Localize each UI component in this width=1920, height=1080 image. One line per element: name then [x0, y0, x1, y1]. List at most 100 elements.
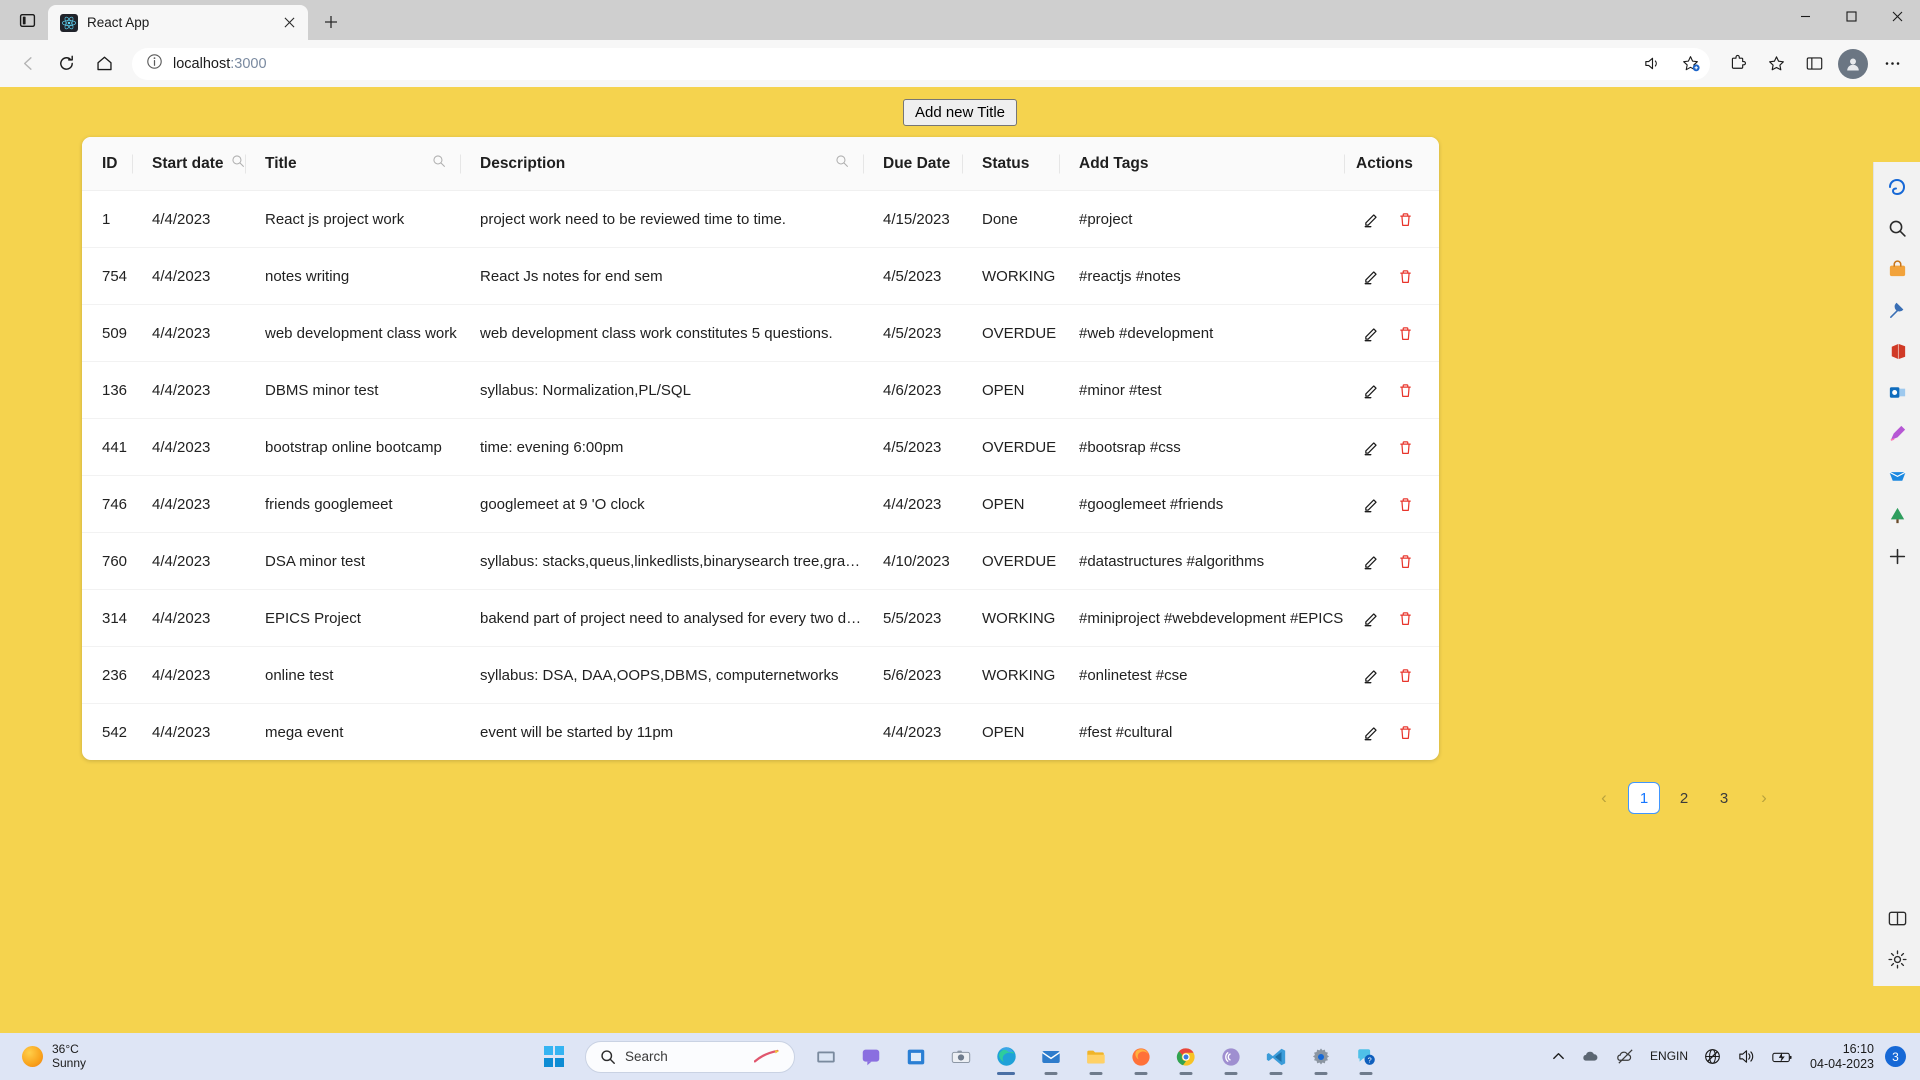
edge-button[interactable]	[986, 1037, 1026, 1077]
teams-button[interactable]	[851, 1037, 891, 1077]
windows-logo-icon	[543, 1046, 565, 1067]
clock[interactable]: 16:10 04-04-2023	[1802, 1042, 1882, 1072]
header-label: Status	[982, 154, 1030, 172]
profile-avatar[interactable]	[1838, 48, 1868, 79]
weather-widget[interactable]: 36°C Sunny	[8, 1041, 96, 1071]
designer-icon[interactable]	[1878, 414, 1916, 452]
taskview-button[interactable]	[806, 1037, 846, 1077]
prev-page-button[interactable]: ‹	[1601, 788, 1607, 807]
taskbar-search[interactable]: Search	[585, 1040, 795, 1073]
close-tab-icon[interactable]	[278, 12, 300, 34]
tab-actions-icon[interactable]	[6, 3, 48, 37]
edit-icon[interactable]	[1362, 495, 1380, 513]
extensions-icon[interactable]	[1720, 47, 1756, 81]
edit-icon[interactable]	[1362, 552, 1380, 570]
language-indicator[interactable]: ENG IN	[1644, 1038, 1694, 1076]
page-number-1[interactable]: 1	[1628, 782, 1660, 814]
camera-button[interactable]	[941, 1037, 981, 1077]
reload-icon[interactable]	[48, 47, 84, 81]
weather-temperature: 36°C	[52, 1041, 79, 1056]
add-sidebar-icon[interactable]	[1878, 537, 1916, 575]
volume-icon[interactable]	[1731, 1038, 1762, 1076]
delete-icon[interactable]	[1396, 666, 1414, 684]
store-button[interactable]	[896, 1037, 936, 1077]
read-aloud-icon[interactable]	[1638, 50, 1666, 78]
sidebar-settings-icon[interactable]	[1878, 940, 1916, 978]
add-new-title-button[interactable]: Add new Title	[902, 99, 1018, 126]
delete-icon[interactable]	[1396, 267, 1414, 285]
page-number-3[interactable]: 3	[1719, 789, 1729, 807]
mail-button[interactable]	[1031, 1037, 1071, 1077]
collections-icon[interactable]	[1758, 47, 1794, 81]
back-icon[interactable]	[10, 47, 46, 81]
office-icon[interactable]	[1878, 332, 1916, 370]
delete-icon[interactable]	[1396, 324, 1414, 342]
search-icon[interactable]	[231, 154, 245, 173]
search-icon[interactable]	[432, 154, 446, 173]
home-icon[interactable]	[86, 47, 122, 81]
row-start-date: 4/4/2023	[152, 723, 211, 741]
row-status: WORKING	[962, 646, 1059, 704]
row-id: 542	[102, 723, 128, 741]
show-hidden-icons-button[interactable]	[1545, 1038, 1572, 1076]
browser-essentials-icon[interactable]	[1796, 47, 1832, 81]
vscode-button[interactable]	[1256, 1037, 1296, 1077]
bittorrent-button[interactable]	[1211, 1037, 1251, 1077]
next-page-button[interactable]: ›	[1761, 788, 1767, 807]
row-title: notes writing	[245, 247, 460, 305]
edit-icon[interactable]	[1362, 381, 1380, 399]
search-placeholder: Search	[625, 1049, 668, 1064]
outlook-icon[interactable]	[1878, 373, 1916, 411]
minimize-button[interactable]	[1782, 0, 1828, 33]
row-description: React Js notes for end sem	[460, 247, 863, 305]
split-screen-icon[interactable]	[1878, 899, 1916, 937]
delete-icon[interactable]	[1396, 552, 1414, 570]
edit-icon[interactable]	[1362, 723, 1380, 741]
search-sidebar-icon[interactable]	[1878, 209, 1916, 247]
delete-icon[interactable]	[1396, 723, 1414, 741]
tools-icon[interactable]	[1878, 291, 1916, 329]
browser-tab[interactable]: React App	[48, 5, 308, 40]
close-window-button[interactable]	[1874, 0, 1920, 33]
games-icon[interactable]	[1878, 455, 1916, 493]
delete-icon[interactable]	[1396, 609, 1414, 627]
onedrive-icon[interactable]	[1575, 1038, 1607, 1076]
delete-icon[interactable]	[1396, 210, 1414, 228]
start-button[interactable]	[534, 1037, 574, 1077]
add-favorite-icon[interactable]	[1676, 50, 1704, 78]
search-icon[interactable]	[835, 154, 849, 173]
row-title: DBMS minor test	[245, 361, 460, 419]
network-icon[interactable]	[1697, 1038, 1728, 1076]
copilot-icon[interactable]	[1878, 168, 1916, 206]
clock-date: 04-04-2023	[1810, 1056, 1874, 1071]
notification-badge[interactable]: 3	[1885, 1046, 1906, 1067]
delete-icon[interactable]	[1396, 495, 1414, 513]
delete-icon[interactable]	[1396, 438, 1414, 456]
delete-icon[interactable]	[1396, 381, 1414, 399]
new-tab-button[interactable]	[314, 7, 348, 37]
tree-icon[interactable]	[1878, 496, 1916, 534]
edit-icon[interactable]	[1362, 666, 1380, 684]
header-row: ID Start date Title Description Due Date…	[82, 137, 1439, 191]
table-row: 754 4/4/2023 notes writing React Js notes f…	[82, 247, 1439, 305]
firefox-button[interactable]	[1121, 1037, 1161, 1077]
edit-icon[interactable]	[1362, 438, 1380, 456]
maximize-button[interactable]	[1828, 0, 1874, 33]
battery-icon[interactable]	[1765, 1038, 1799, 1076]
help-button[interactable]: ?	[1346, 1037, 1386, 1077]
chrome-button[interactable]	[1166, 1037, 1206, 1077]
site-info-icon[interactable]	[146, 53, 163, 75]
search-icon	[601, 1049, 615, 1064]
edit-icon[interactable]	[1362, 267, 1380, 285]
file-explorer-button[interactable]	[1076, 1037, 1116, 1077]
tab-strip: React App	[0, 0, 1920, 40]
edit-icon[interactable]	[1362, 210, 1380, 228]
settings-more-icon[interactable]	[1874, 47, 1910, 81]
shopping-icon[interactable]	[1878, 250, 1916, 288]
page-number-2[interactable]: 2	[1679, 789, 1689, 807]
edit-icon[interactable]	[1362, 324, 1380, 342]
edit-icon[interactable]	[1362, 609, 1380, 627]
address-bar[interactable]: localhost:3000	[132, 47, 1710, 80]
hidden-icon[interactable]	[1610, 1038, 1641, 1076]
settings-button[interactable]	[1301, 1037, 1341, 1077]
